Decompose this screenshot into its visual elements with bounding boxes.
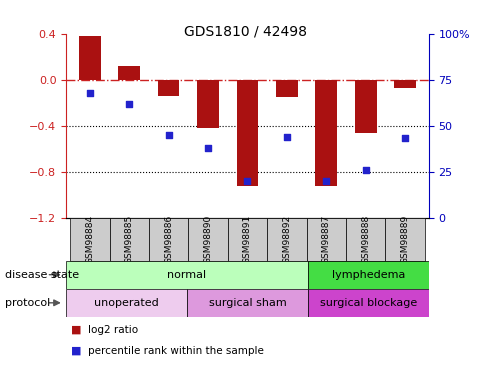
FancyBboxPatch shape <box>109 217 149 261</box>
FancyBboxPatch shape <box>149 217 188 261</box>
Bar <box>355 80 376 132</box>
Text: GSM98886: GSM98886 <box>164 214 173 264</box>
FancyBboxPatch shape <box>346 217 386 261</box>
Text: GSM98889: GSM98889 <box>401 214 410 264</box>
Text: surgical blockage: surgical blockage <box>319 298 417 308</box>
Text: protocol: protocol <box>5 298 50 308</box>
FancyBboxPatch shape <box>267 217 307 261</box>
Text: GSM98888: GSM98888 <box>361 214 370 264</box>
FancyBboxPatch shape <box>70 217 109 261</box>
Point <box>125 100 133 106</box>
FancyBboxPatch shape <box>386 217 425 261</box>
Text: GDS1810 / 42498: GDS1810 / 42498 <box>183 24 307 38</box>
Text: GSM98891: GSM98891 <box>243 214 252 264</box>
Bar <box>66 289 187 317</box>
Text: log2 ratio: log2 ratio <box>88 325 138 335</box>
Text: GSM98887: GSM98887 <box>322 214 331 264</box>
Bar <box>316 80 337 186</box>
Bar <box>394 80 416 88</box>
Bar <box>187 289 308 317</box>
Text: disease state: disease state <box>5 270 79 280</box>
Bar <box>66 261 308 289</box>
Text: surgical sham: surgical sham <box>209 298 286 308</box>
FancyBboxPatch shape <box>307 217 346 261</box>
Bar <box>119 66 140 80</box>
Bar <box>276 80 298 97</box>
Text: GSM98890: GSM98890 <box>203 214 213 264</box>
Bar <box>79 36 100 80</box>
Text: percentile rank within the sample: percentile rank within the sample <box>88 346 264 355</box>
Point <box>86 90 94 96</box>
Text: ■: ■ <box>71 346 81 355</box>
Point <box>204 145 212 151</box>
Point <box>283 134 291 140</box>
Point <box>244 178 251 184</box>
FancyBboxPatch shape <box>188 217 228 261</box>
Text: lymphedema: lymphedema <box>332 270 405 280</box>
Text: GSM98885: GSM98885 <box>125 214 134 264</box>
Point <box>322 178 330 184</box>
FancyBboxPatch shape <box>228 217 267 261</box>
Text: GSM98884: GSM98884 <box>85 214 94 264</box>
Bar <box>308 261 429 289</box>
Bar <box>237 80 258 186</box>
Bar <box>158 80 179 96</box>
Point <box>165 132 172 138</box>
Point <box>401 135 409 141</box>
Bar <box>308 289 429 317</box>
Text: GSM98892: GSM98892 <box>282 214 292 264</box>
Text: unoperated: unoperated <box>94 298 159 308</box>
Bar <box>197 80 219 128</box>
Text: normal: normal <box>168 270 207 280</box>
Point <box>362 167 369 173</box>
Text: ■: ■ <box>71 325 81 335</box>
